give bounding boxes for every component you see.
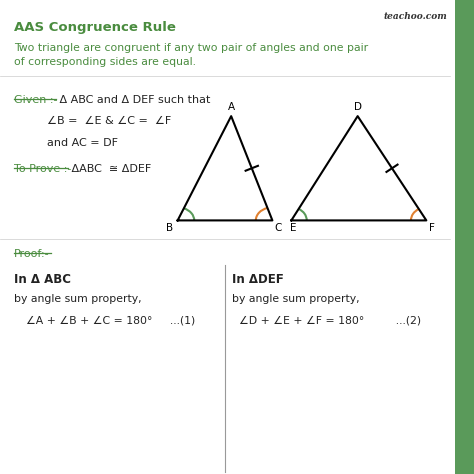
Text: E: E bbox=[291, 223, 297, 233]
Text: D: D bbox=[354, 102, 362, 112]
Text: by angle sum property,: by angle sum property, bbox=[232, 294, 360, 304]
Text: In ΔDEF: In ΔDEF bbox=[232, 273, 284, 285]
Text: Given :-: Given :- bbox=[14, 95, 58, 105]
Text: In Δ ABC: In Δ ABC bbox=[14, 273, 71, 285]
FancyBboxPatch shape bbox=[455, 0, 474, 474]
Text: A: A bbox=[228, 102, 235, 112]
Text: and AC = DF: and AC = DF bbox=[47, 138, 118, 148]
Text: Two triangle are congruent if any two pair of angles and one pair
of correspondi: Two triangle are congruent if any two pa… bbox=[14, 43, 368, 67]
Text: by angle sum property,: by angle sum property, bbox=[14, 294, 142, 304]
Text: ∠B =  ∠E & ∠C =  ∠F: ∠B = ∠E & ∠C = ∠F bbox=[47, 116, 172, 126]
Text: F: F bbox=[429, 223, 435, 233]
Text: C: C bbox=[274, 223, 282, 233]
Text: ∠D + ∠E + ∠F = 180°         ...(2): ∠D + ∠E + ∠F = 180° ...(2) bbox=[239, 315, 421, 325]
Text: ∠A + ∠B + ∠C = 180°     ...(1): ∠A + ∠B + ∠C = 180° ...(1) bbox=[26, 315, 195, 325]
Text: Δ ABC and Δ DEF such that: Δ ABC and Δ DEF such that bbox=[56, 95, 210, 105]
Text: To Prove :-: To Prove :- bbox=[14, 164, 72, 173]
Text: teachoo.com: teachoo.com bbox=[384, 12, 447, 21]
Text: B: B bbox=[165, 223, 173, 233]
Text: Proof:-: Proof:- bbox=[14, 249, 50, 259]
Text: ΔABC  ≅ ΔDEF: ΔABC ≅ ΔDEF bbox=[68, 164, 151, 173]
Text: AAS Congruence Rule: AAS Congruence Rule bbox=[14, 21, 176, 34]
